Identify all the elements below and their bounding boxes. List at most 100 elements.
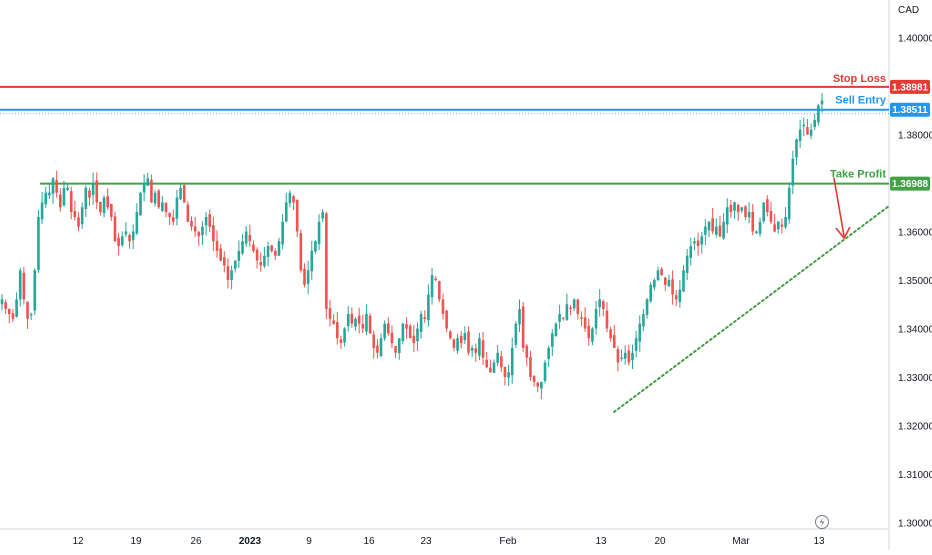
candle	[33, 268, 37, 316]
candle	[255, 247, 259, 269]
candle	[642, 308, 645, 332]
candle	[485, 352, 489, 369]
candle-body	[529, 357, 532, 377]
candle-body	[583, 317, 587, 329]
x-tick-label: 26	[190, 536, 202, 547]
candle	[536, 381, 540, 393]
y-tick-label: 1.32000	[898, 422, 932, 433]
candle	[387, 317, 390, 336]
candle	[368, 313, 372, 334]
candle-body	[725, 207, 729, 225]
candle	[106, 188, 109, 211]
y-tick-label: 1.33000	[898, 373, 932, 384]
candle-body	[168, 212, 171, 217]
candle	[212, 216, 215, 251]
candle	[335, 311, 339, 345]
candle-body	[376, 345, 379, 353]
candle-body	[55, 180, 58, 193]
candle-body	[135, 212, 139, 234]
candle	[540, 381, 543, 400]
candle-body	[120, 236, 124, 246]
candle-body	[642, 313, 645, 327]
candle-body	[88, 190, 91, 198]
candle-body	[343, 328, 346, 343]
candle	[314, 240, 317, 254]
currency-label: CAD	[898, 5, 919, 16]
candle-body	[467, 331, 470, 353]
lightning-icon[interactable]	[815, 515, 829, 529]
candle-body	[95, 180, 99, 203]
price-tags: 1.38981 1.38511 1.36988	[890, 79, 930, 191]
candle	[197, 230, 201, 246]
candle-body	[354, 318, 357, 327]
x-tick-label: Feb	[499, 536, 517, 547]
candle-body	[237, 250, 241, 261]
candle	[529, 350, 532, 381]
x-tick-label: 12	[72, 536, 84, 547]
candle	[521, 302, 525, 352]
candle-body	[609, 329, 612, 339]
candle-body	[485, 359, 489, 368]
candle	[321, 209, 325, 223]
candle-body	[350, 313, 354, 324]
candle-body	[259, 262, 263, 266]
candle	[733, 201, 736, 219]
candle	[171, 209, 175, 226]
candle-body	[445, 310, 448, 329]
candle	[37, 209, 40, 273]
candle	[102, 195, 106, 218]
candle-body	[474, 348, 478, 353]
stop-loss-price-tag-bg	[890, 79, 930, 94]
candle-body	[747, 212, 751, 218]
candle	[51, 177, 55, 204]
candle-body	[653, 280, 656, 288]
candle-body	[667, 280, 671, 287]
candle-body	[328, 308, 332, 319]
candle-body	[602, 301, 605, 310]
candle	[722, 213, 725, 240]
candle-body	[795, 139, 798, 158]
candle	[503, 366, 507, 386]
candle-body	[7, 309, 11, 314]
candle	[715, 218, 718, 238]
candle	[802, 117, 806, 137]
candle-body	[463, 333, 467, 341]
candle-body	[448, 331, 452, 339]
candle	[769, 201, 773, 225]
candle-body	[77, 217, 80, 227]
candle-body	[430, 275, 434, 298]
candle-body	[299, 233, 303, 271]
candle-body	[266, 246, 270, 257]
level-lines	[0, 85, 889, 185]
candle-body	[346, 313, 350, 327]
candle-body	[270, 245, 273, 251]
candle	[547, 345, 550, 367]
candle-body	[59, 194, 62, 208]
candle	[587, 318, 591, 346]
candles	[0, 92, 824, 400]
candle-body	[274, 251, 277, 256]
lightning-icon-bolt[interactable]	[819, 517, 825, 527]
candle	[631, 344, 634, 370]
candle-body	[634, 338, 638, 351]
candle	[594, 301, 598, 335]
candle-body	[510, 347, 514, 376]
x-tick-label: 13	[595, 536, 607, 547]
candle	[186, 201, 190, 223]
candle-body	[113, 216, 117, 242]
candle	[751, 203, 755, 236]
candle-body	[591, 328, 594, 342]
candle	[711, 207, 714, 235]
candle	[4, 299, 7, 314]
candle-body	[139, 192, 142, 216]
candle-body	[711, 218, 714, 232]
candle-body	[525, 345, 529, 358]
candle-body	[164, 203, 168, 213]
candle-body	[332, 320, 335, 324]
candle-body	[117, 237, 120, 247]
candle-body	[357, 315, 361, 324]
candle	[120, 231, 124, 247]
candle	[29, 312, 33, 321]
candle-body	[339, 339, 343, 344]
